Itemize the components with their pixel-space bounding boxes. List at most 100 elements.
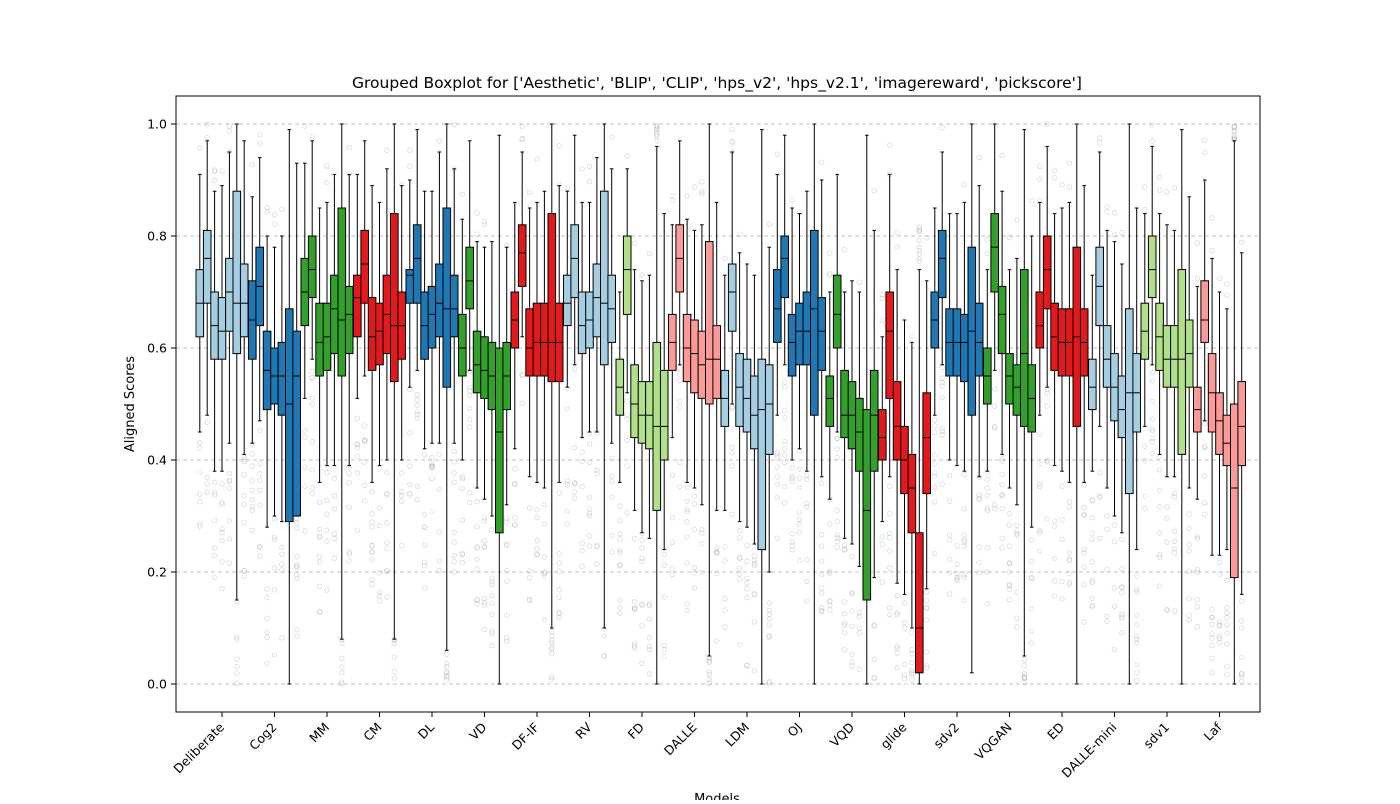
outlier-point [639, 602, 645, 608]
outlier-point [834, 518, 840, 525]
outlier-point [1156, 467, 1163, 473]
outlier-point [204, 480, 210, 487]
outlier-point [624, 463, 630, 469]
outlier-point [534, 514, 540, 521]
outlier-point [264, 586, 270, 592]
outlier-point [744, 594, 750, 601]
outlier-point [992, 423, 998, 430]
boxplot-box [344, 173, 354, 467]
boxplot-box [690, 229, 699, 489]
outlier-point [677, 371, 683, 377]
outlier-point [744, 662, 750, 669]
box-iqr [570, 224, 580, 299]
outlier-point [421, 584, 428, 591]
box-iqr [592, 263, 602, 338]
outlier-point [316, 608, 323, 615]
boxplot-box [937, 151, 947, 366]
boxplot-box [659, 213, 669, 551]
outlier-point [1216, 635, 1223, 641]
outlier-point [346, 549, 352, 555]
box-iqr [330, 274, 339, 355]
outlier-point [729, 511, 735, 518]
outlier-point [316, 583, 323, 590]
x-tick-label: DALLE [661, 719, 700, 758]
outlier-point [796, 448, 803, 455]
outlier-point [789, 542, 795, 549]
outlier-point [916, 228, 922, 234]
outlier-point [901, 661, 908, 668]
outlier-point [1111, 646, 1118, 653]
outlier-point [399, 542, 405, 549]
outlier-point [1171, 550, 1178, 556]
outlier-point [834, 535, 840, 541]
outlier-point [609, 478, 615, 485]
outlier-point [887, 605, 893, 611]
outlier-point [414, 496, 420, 503]
outlier-point [257, 502, 263, 508]
outlier-point [774, 494, 780, 500]
box-iqr [540, 302, 549, 377]
outlier-point [834, 507, 840, 513]
outlier-point [1037, 529, 1043, 536]
outlier-point [1014, 589, 1020, 595]
outlier-point [639, 545, 645, 551]
outlier-point [324, 587, 330, 593]
outlier-point [429, 475, 435, 481]
box-iqr [315, 302, 324, 377]
outlier-point [999, 458, 1005, 464]
outlier-point [774, 151, 780, 157]
outlier-point [429, 461, 435, 467]
box-iqr [480, 336, 489, 399]
outlier-point [1238, 625, 1245, 631]
outlier-point [901, 619, 908, 626]
outlier-point [339, 655, 345, 662]
outlier-point [916, 258, 922, 264]
outlier-point [1089, 578, 1095, 584]
outlier-point [549, 674, 555, 681]
outlier-point [279, 551, 285, 557]
box-iqr [525, 308, 534, 377]
outlier-point [849, 589, 855, 595]
outlier-point [1238, 673, 1245, 679]
outlier-point [729, 139, 735, 146]
outlier-point [429, 508, 435, 515]
outlier-point [1149, 438, 1155, 445]
box-iqr [465, 246, 474, 310]
outlier-point [736, 642, 743, 648]
box-iqr [277, 341, 287, 416]
box-iqr [922, 392, 932, 495]
outlier-point [407, 463, 413, 469]
boxplot-box [458, 218, 467, 461]
box-iqr [458, 313, 467, 377]
outlier-point [654, 133, 660, 139]
outlier-point [1133, 661, 1140, 668]
boxplot-box [990, 123, 1000, 371]
outlier-point [774, 481, 780, 488]
boxplot-box [1207, 257, 1217, 556]
outlier-point [654, 131, 660, 137]
outlier-point [961, 597, 968, 603]
outlier-point [1201, 472, 1208, 479]
box-iqr [435, 263, 444, 338]
box-iqr [449, 274, 459, 338]
outlier-point [804, 557, 810, 563]
box-iqr [307, 235, 317, 299]
outlier-point [421, 524, 428, 530]
boxplot-box [195, 173, 205, 433]
outlier-point [316, 534, 323, 540]
outlier-point [1096, 493, 1103, 499]
outlier-point [827, 607, 833, 613]
outlier-point [226, 128, 233, 134]
outlier-point [197, 440, 203, 446]
boxplot-box [727, 151, 737, 405]
box-iqr [1012, 364, 1022, 416]
outlier-point [1119, 536, 1125, 543]
outlier-point [1164, 607, 1170, 614]
outlier-point [976, 569, 982, 576]
outlier-point [279, 567, 285, 573]
outlier-point [257, 487, 263, 494]
outlier-point [736, 231, 743, 237]
outlier-point [1037, 481, 1043, 487]
outlier-point [1014, 217, 1020, 223]
outlier-point [1021, 675, 1028, 681]
